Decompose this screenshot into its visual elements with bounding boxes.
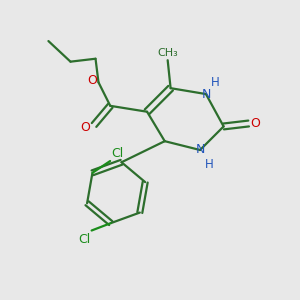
Text: O: O bbox=[250, 117, 260, 130]
Text: CH₃: CH₃ bbox=[157, 48, 178, 58]
Text: N: N bbox=[201, 88, 211, 100]
Text: O: O bbox=[81, 121, 91, 134]
Text: N: N bbox=[195, 143, 205, 157]
Text: H: H bbox=[206, 158, 214, 171]
Text: O: O bbox=[87, 74, 97, 87]
Text: H: H bbox=[211, 76, 220, 89]
Text: Cl: Cl bbox=[78, 233, 90, 246]
Text: Cl: Cl bbox=[112, 147, 124, 160]
